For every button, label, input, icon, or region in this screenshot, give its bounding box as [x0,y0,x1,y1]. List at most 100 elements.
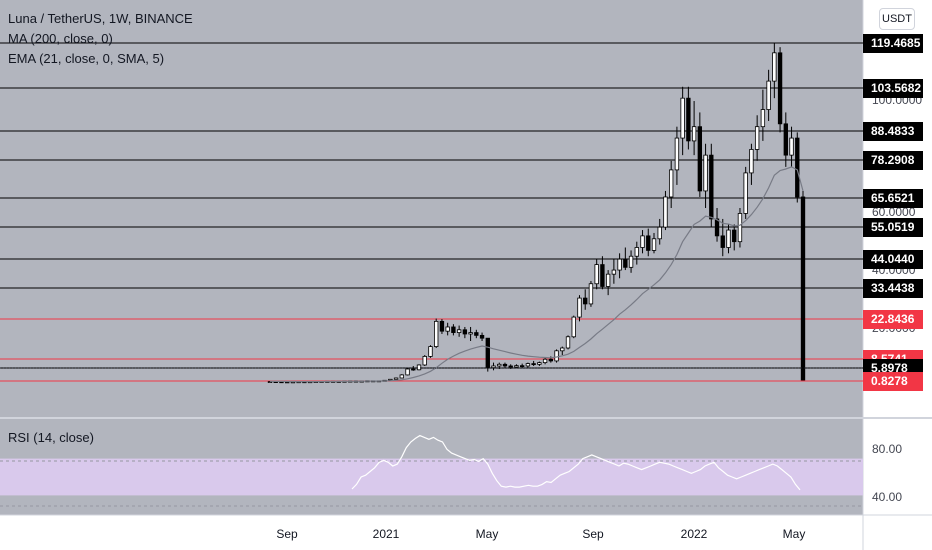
candle-body-up [657,226,662,240]
candle [422,355,427,366]
candle [416,364,422,371]
candle-body-up [628,255,634,268]
price-level-label: 119.4685 [863,33,923,53]
candle [634,241,639,265]
candle [399,374,404,379]
candle-body-up [617,258,622,271]
candle-body-up [674,137,680,171]
candle [491,362,496,371]
candle-body-up [468,332,473,335]
candle [445,322,450,336]
candle [663,190,668,231]
candle [703,143,708,208]
price-level-label: 88.4833 [863,121,923,141]
candle [479,332,485,341]
candle [560,346,565,356]
candle [583,289,588,310]
candle [393,377,399,380]
candle [439,319,445,334]
candle-body-down [732,229,737,243]
candle [537,361,542,366]
candle [617,253,622,279]
candle-body-up [399,374,404,379]
candle [686,86,691,150]
candle-body-down [709,154,714,220]
candle-body-up [611,269,617,275]
candle [743,166,748,219]
candle [605,270,611,296]
candle [542,357,548,365]
candle [754,115,760,161]
candle [766,69,771,121]
rsi-axis-label-80: 80.00 [872,442,903,456]
candle-body-up [703,154,708,192]
candle [628,250,634,273]
candle-body-up [565,336,571,349]
candle-body-down [519,365,525,368]
candle-body-up [594,264,599,285]
candle-body-down [720,235,725,248]
candle [800,190,806,381]
candle-body-up [772,52,777,82]
price-level-label: 44.0440 [863,249,923,269]
candle-body-up [416,364,422,371]
candle-body-down [800,196,806,381]
candle [726,224,731,254]
candle-body-down [502,363,508,367]
symbol-title[interactable]: Luna / TetherUS, 1W, BINANCE [8,11,193,26]
time-label-may-2021: May [475,527,499,541]
candle-body-up [640,235,645,248]
candle-series[interactable] [267,42,806,384]
candle-body-down [646,235,651,251]
candle-body-down [795,137,800,198]
candle-body-up [634,247,639,257]
rsi-indicator-legend[interactable]: RSI (14, close) [8,430,94,445]
candle [434,318,439,348]
candle-body-up [393,377,399,380]
candle-body-up [726,229,731,248]
ema-indicator-legend[interactable]: EMA (21, close, 0, SMA, 5) [8,51,165,66]
candle [749,143,754,185]
candle-body-up [789,137,794,156]
candle-body-down [508,365,513,368]
time-axis-panel[interactable] [0,515,932,550]
time-label-sep-2021: Sep [582,527,604,541]
time-label-2022: 2022 [680,527,708,541]
candle [640,230,645,254]
candle [657,218,662,245]
candle [669,160,674,208]
candle-body-up [422,356,427,366]
candle-body-down [686,97,691,142]
candle [411,365,416,371]
candle [519,363,525,368]
candle [777,47,783,133]
candle-body-up [525,363,531,367]
candle [772,42,777,99]
candle-body-up [691,126,697,142]
candle-body-down [600,264,605,287]
candle-body-down [439,320,445,332]
candle [428,345,433,358]
candle-body-up [663,196,668,228]
ma-indicator-legend[interactable]: MA (200, close, 0) [8,31,113,46]
candle-body-down [411,368,416,371]
candle [720,218,725,257]
candle-body-up [497,363,502,367]
candle [571,315,576,339]
candle [783,112,788,167]
price-level-label: 103.5682 [863,78,923,98]
candle [554,349,559,363]
candle [737,207,743,248]
candle [456,325,462,337]
candle-body-up [514,365,519,368]
candle-body-up [754,126,760,150]
candle-body-up [760,109,766,128]
candle [565,335,571,350]
candle [646,228,651,257]
candle-body-down [462,329,468,335]
currency-button[interactable]: USDT [879,8,915,30]
time-label-sep-2020: Sep [276,527,298,541]
candle [525,362,531,368]
candle [468,326,473,341]
